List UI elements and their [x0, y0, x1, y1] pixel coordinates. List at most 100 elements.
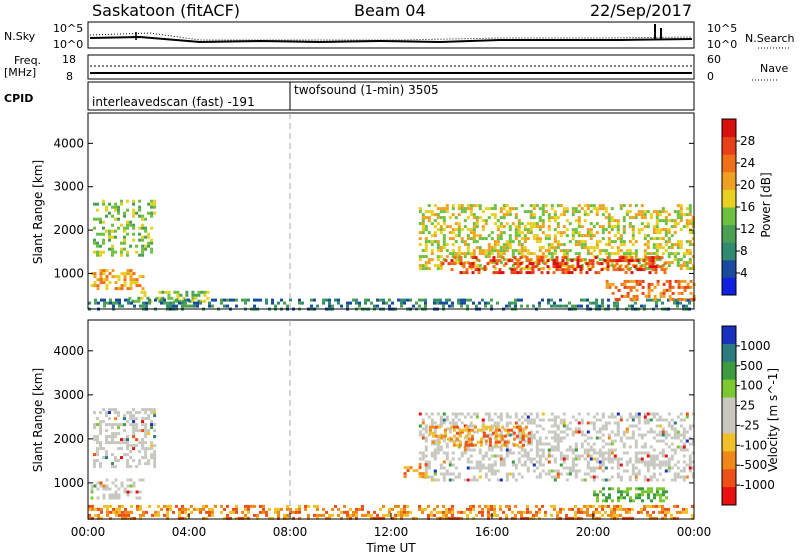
range-gate-cell	[601, 478, 605, 482]
range-gate-cell	[457, 255, 461, 259]
range-gate-cell	[679, 243, 683, 247]
range-gate-cell	[636, 268, 640, 272]
range-gate-cell	[682, 510, 685, 514]
range-gate-cell	[469, 460, 473, 464]
range-gate-cell	[144, 423, 148, 427]
range-gate-cell	[538, 463, 542, 467]
range-gate-cell	[94, 513, 97, 517]
range-gate-cell	[526, 433, 530, 437]
range-gate-cell	[457, 231, 461, 235]
range-gate-cell	[691, 255, 695, 259]
range-gate-cell	[126, 447, 129, 451]
range-gate-cell	[409, 466, 413, 470]
range-gate-cell	[280, 507, 283, 511]
range-gate-cell	[479, 437, 483, 441]
range-gate-cell	[367, 298, 370, 302]
range-gate-cell	[517, 445, 521, 449]
range-gate-cell	[538, 510, 541, 514]
range-gate-cell	[478, 207, 482, 211]
range-gate-cell	[655, 210, 659, 214]
range-gate-cell	[147, 414, 151, 418]
range-gate-cell	[653, 493, 656, 497]
range-gate-cell	[487, 252, 491, 256]
range-gate-cell	[442, 460, 446, 464]
range-gate-cell	[628, 436, 632, 440]
range-gate-cell	[637, 457, 641, 461]
range-gate-cell	[616, 222, 620, 226]
range-gate-cell	[665, 279, 669, 283]
range-gate-cell	[642, 259, 646, 263]
noise-right-tick-bottom: 10^0	[707, 38, 737, 51]
range-gate-cell	[455, 431, 459, 435]
range-gate-cell	[614, 285, 618, 289]
range-gate-cell	[457, 234, 461, 238]
range-gate-cell	[144, 408, 148, 412]
range-gate-cell	[514, 234, 518, 238]
range-gate-cell	[616, 301, 619, 305]
range-gate-cell	[529, 448, 533, 452]
range-gate-cell	[568, 516, 571, 520]
range-gate-cell	[448, 478, 452, 482]
range-gate-cell	[126, 253, 129, 257]
range-gate-cell	[418, 457, 422, 461]
range-gate-cell	[123, 284, 127, 288]
colorbar-swatch	[722, 326, 736, 345]
range-gate-cell	[589, 204, 593, 208]
range-gate-cell	[111, 244, 114, 248]
range-gate-cell	[528, 271, 532, 275]
range-gate-cell	[109, 516, 112, 520]
range-gate-cell	[601, 228, 605, 232]
range-gate-cell	[475, 412, 479, 416]
range-gate-cell	[643, 418, 647, 422]
range-gate-cell	[277, 516, 280, 520]
range-gate-cell	[505, 424, 509, 428]
range-gate-cell	[298, 298, 301, 302]
range-gate-cell	[514, 436, 518, 440]
range-gate-cell	[658, 243, 662, 247]
range-gate-cell	[622, 228, 626, 232]
range-gate-cell	[529, 433, 533, 437]
range-gate-cell	[598, 460, 602, 464]
range-gate-cell	[559, 243, 563, 247]
range-gate-cell	[114, 281, 118, 285]
range-gate-cell	[451, 504, 454, 508]
range-gate-cell	[436, 448, 440, 452]
range-gate-cell	[595, 418, 599, 422]
range-gate-cell	[469, 507, 472, 511]
range-gate-cell	[430, 421, 434, 425]
range-gate-cell	[628, 412, 632, 416]
range-gate-cell	[112, 304, 115, 308]
range-gate-cell	[138, 226, 142, 230]
range-gate-cell	[488, 440, 492, 444]
range-gate-cell	[553, 415, 557, 419]
range-gate-cell	[490, 252, 494, 256]
range-gate-cell	[439, 231, 443, 235]
range-gate-cell	[503, 428, 507, 432]
range-gate-cell	[124, 516, 127, 520]
range-gate-cell	[400, 301, 403, 305]
range-gate-cell	[501, 256, 505, 260]
range-gate-cell	[466, 261, 470, 265]
range-gate-cell	[607, 231, 611, 235]
range-gate-cell	[556, 469, 560, 473]
range-gate-cell	[439, 264, 443, 268]
range-gate-cell	[601, 439, 605, 443]
range-gate-cell	[424, 228, 428, 232]
range-gate-cell	[424, 255, 428, 259]
range-gate-cell	[514, 216, 518, 220]
range-gate-cell	[138, 238, 142, 242]
range-gate-cell	[535, 445, 539, 449]
range-gate-cell	[508, 210, 512, 214]
range-gate-cell	[682, 466, 686, 470]
range-gate-cell	[646, 430, 650, 434]
range-gate-cell	[129, 444, 133, 448]
range-gate-cell	[616, 460, 620, 464]
range-gate-cell	[565, 249, 569, 253]
range-gate-cell	[556, 475, 560, 479]
range-gate-cell	[514, 228, 518, 232]
range-gate-cell	[594, 271, 598, 275]
range-gate-cell	[676, 298, 679, 302]
range-gate-cell	[553, 475, 557, 479]
range-gate-cell	[493, 216, 497, 220]
range-gate-cell	[613, 504, 616, 508]
